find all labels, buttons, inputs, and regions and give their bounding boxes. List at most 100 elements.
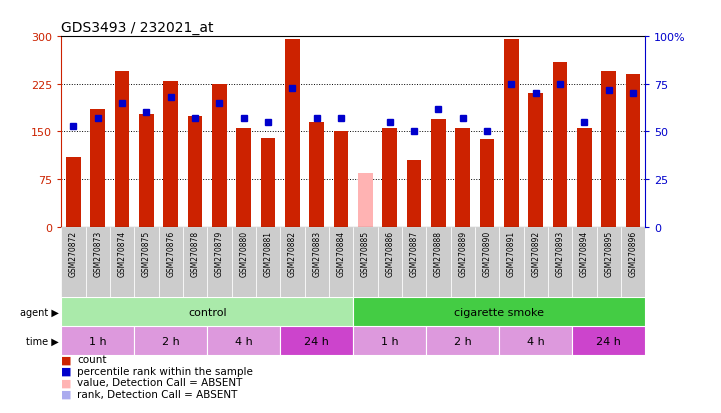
Text: 2 h: 2 h bbox=[454, 336, 472, 346]
Bar bbox=[261, 138, 275, 227]
Bar bbox=[304, 227, 329, 297]
Text: control: control bbox=[188, 307, 226, 317]
Bar bbox=[528, 94, 543, 227]
Bar bbox=[256, 227, 280, 297]
Text: 24 h: 24 h bbox=[304, 336, 329, 346]
Bar bbox=[572, 227, 596, 297]
Bar bbox=[358, 173, 373, 227]
Bar bbox=[134, 326, 208, 355]
Text: GSM270890: GSM270890 bbox=[482, 230, 492, 277]
Text: GDS3493 / 232021_at: GDS3493 / 232021_at bbox=[61, 21, 214, 35]
Bar bbox=[426, 326, 499, 355]
Bar bbox=[407, 161, 421, 227]
Bar bbox=[61, 297, 353, 326]
Bar bbox=[86, 227, 110, 297]
Text: 2 h: 2 h bbox=[162, 336, 180, 346]
Bar bbox=[451, 227, 475, 297]
Text: GSM270879: GSM270879 bbox=[215, 230, 224, 277]
Text: ■: ■ bbox=[61, 366, 72, 376]
Bar bbox=[66, 157, 81, 227]
Bar bbox=[309, 123, 324, 227]
Bar bbox=[280, 326, 353, 355]
Text: GSM270883: GSM270883 bbox=[312, 230, 322, 277]
Text: GSM270896: GSM270896 bbox=[629, 230, 637, 277]
Text: time ▶: time ▶ bbox=[26, 336, 59, 346]
Text: GSM270884: GSM270884 bbox=[337, 230, 345, 277]
Text: 4 h: 4 h bbox=[235, 336, 252, 346]
Text: ■: ■ bbox=[61, 354, 72, 364]
Bar bbox=[572, 326, 645, 355]
Bar bbox=[329, 227, 353, 297]
Text: GSM270893: GSM270893 bbox=[556, 230, 565, 277]
Bar bbox=[164, 81, 178, 227]
Bar bbox=[431, 119, 446, 227]
Text: GSM270882: GSM270882 bbox=[288, 230, 297, 277]
Bar bbox=[601, 72, 616, 227]
Bar bbox=[353, 227, 378, 297]
Text: GSM270894: GSM270894 bbox=[580, 230, 589, 277]
Bar bbox=[231, 227, 256, 297]
Bar bbox=[382, 129, 397, 227]
Bar bbox=[61, 326, 134, 355]
Bar bbox=[236, 129, 251, 227]
Text: ■: ■ bbox=[61, 389, 72, 399]
Bar bbox=[212, 85, 226, 227]
Bar bbox=[504, 40, 519, 227]
Bar bbox=[208, 326, 280, 355]
Bar bbox=[285, 40, 300, 227]
Text: percentile rank within the sample: percentile rank within the sample bbox=[77, 366, 253, 376]
Bar bbox=[475, 227, 499, 297]
Bar bbox=[353, 326, 426, 355]
Bar bbox=[548, 227, 572, 297]
Bar bbox=[61, 227, 86, 297]
Text: 1 h: 1 h bbox=[89, 336, 107, 346]
Bar bbox=[334, 132, 348, 227]
Text: 24 h: 24 h bbox=[596, 336, 622, 346]
Bar bbox=[208, 227, 231, 297]
Text: GSM270874: GSM270874 bbox=[118, 230, 127, 277]
Text: 1 h: 1 h bbox=[381, 336, 399, 346]
Text: GSM270888: GSM270888 bbox=[434, 230, 443, 277]
Text: 4 h: 4 h bbox=[527, 336, 544, 346]
Bar bbox=[139, 114, 154, 227]
Bar bbox=[479, 140, 495, 227]
Bar bbox=[553, 62, 567, 227]
Bar bbox=[426, 227, 451, 297]
Text: GSM270892: GSM270892 bbox=[531, 230, 540, 277]
Bar bbox=[577, 129, 592, 227]
Bar bbox=[187, 116, 203, 227]
Bar bbox=[280, 227, 304, 297]
Bar bbox=[626, 75, 640, 227]
Text: GSM270875: GSM270875 bbox=[142, 230, 151, 277]
Text: GSM270887: GSM270887 bbox=[410, 230, 419, 277]
Bar bbox=[115, 72, 130, 227]
Bar bbox=[378, 227, 402, 297]
Bar bbox=[596, 227, 621, 297]
Text: GSM270895: GSM270895 bbox=[604, 230, 614, 277]
Text: GSM270873: GSM270873 bbox=[93, 230, 102, 277]
Bar bbox=[523, 227, 548, 297]
Text: GSM270889: GSM270889 bbox=[459, 230, 467, 277]
Text: ■: ■ bbox=[61, 377, 72, 387]
Text: GSM270885: GSM270885 bbox=[361, 230, 370, 277]
Text: GSM270891: GSM270891 bbox=[507, 230, 516, 277]
Text: agent ▶: agent ▶ bbox=[20, 307, 59, 317]
Bar bbox=[402, 227, 426, 297]
Bar bbox=[134, 227, 159, 297]
Bar bbox=[499, 227, 523, 297]
Text: value, Detection Call = ABSENT: value, Detection Call = ABSENT bbox=[77, 377, 242, 387]
Bar bbox=[499, 326, 572, 355]
Bar bbox=[621, 227, 645, 297]
Text: cigarette smoke: cigarette smoke bbox=[454, 307, 544, 317]
Text: GSM270876: GSM270876 bbox=[167, 230, 175, 277]
Bar bbox=[91, 110, 105, 227]
Text: GSM270880: GSM270880 bbox=[239, 230, 248, 277]
Text: GSM270878: GSM270878 bbox=[190, 230, 200, 277]
Text: GSM270881: GSM270881 bbox=[264, 230, 273, 277]
Text: GSM270886: GSM270886 bbox=[385, 230, 394, 277]
Text: rank, Detection Call = ABSENT: rank, Detection Call = ABSENT bbox=[77, 389, 237, 399]
Text: GSM270872: GSM270872 bbox=[69, 230, 78, 277]
Bar bbox=[183, 227, 208, 297]
Text: count: count bbox=[77, 354, 107, 364]
Bar bbox=[159, 227, 183, 297]
